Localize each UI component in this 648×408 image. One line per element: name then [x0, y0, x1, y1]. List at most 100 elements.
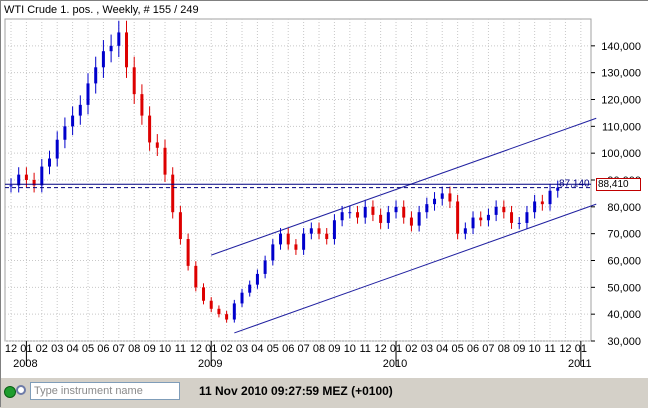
x-month-label: 06	[467, 343, 479, 355]
candle-body	[94, 67, 98, 84]
candle-body	[332, 220, 336, 240]
candle-body	[9, 185, 13, 187]
last-price-box: 88,410	[596, 178, 641, 192]
candle-body	[63, 126, 67, 140]
search-icon[interactable]	[16, 385, 26, 395]
candle-body	[386, 212, 390, 223]
y-tick-label: 30,000	[607, 336, 641, 348]
candle-body	[340, 212, 344, 221]
server-timestamp: 11 Nov 2010 09:27:59 MEZ (+0100)	[199, 384, 393, 398]
candle-body	[101, 51, 105, 68]
x-month-label: 06	[282, 343, 294, 355]
candle-body	[17, 174, 21, 186]
candle-body	[194, 265, 198, 288]
y-tick-label: 140,000	[601, 41, 641, 53]
y-tick-label: 110,000	[602, 121, 641, 133]
candle-body	[325, 233, 329, 240]
candle-body	[309, 228, 313, 234]
candle-body	[48, 158, 52, 167]
x-year-label: 2010	[383, 358, 407, 370]
candle-body	[379, 214, 383, 223]
candle-body	[371, 206, 375, 215]
y-tick-label: 130,000	[601, 68, 641, 80]
candle-body	[263, 260, 267, 274]
candle-body	[548, 190, 552, 205]
candle-body	[363, 206, 367, 218]
x-year-label: 2009	[198, 358, 222, 370]
candle-body	[24, 174, 28, 180]
trend-line	[234, 203, 597, 334]
candle-body	[86, 83, 90, 105]
candle-body	[348, 212, 352, 214]
candle-body	[248, 284, 252, 293]
candle-body	[71, 115, 75, 127]
candle-body	[448, 193, 452, 202]
candle-body	[440, 193, 444, 199]
candle-body	[125, 32, 129, 68]
x-month-label: 08	[498, 343, 510, 355]
x-month-label: 04	[66, 343, 78, 355]
candle-body	[525, 212, 529, 223]
x-month-label: 11	[544, 343, 555, 355]
x-month-label: 12	[5, 343, 17, 355]
x-month-label: 12	[559, 343, 571, 355]
candle-body	[271, 244, 275, 261]
x-month-label: 08	[128, 343, 140, 355]
x-month-label: 03	[421, 343, 433, 355]
connection-status-icon	[4, 386, 16, 398]
candle-body	[148, 115, 152, 143]
candle-body	[140, 94, 144, 116]
candlestick-chart[interactable]: 87,140 30,00040,00050,00060,00070,00080,…	[1, 1, 648, 377]
x-month-label: 03	[236, 343, 248, 355]
instrument-search-input[interactable]	[30, 382, 180, 400]
x-month-label: 10	[344, 343, 356, 355]
candle-body	[456, 201, 460, 234]
x-month-label: 05	[267, 343, 279, 355]
candle-body	[409, 217, 413, 226]
candle-body	[486, 214, 490, 221]
candle-body	[394, 206, 398, 213]
candle-body	[109, 45, 113, 52]
x-month-label: 06	[97, 343, 109, 355]
x-month-label: 09	[513, 343, 525, 355]
candle-body	[294, 244, 298, 250]
status-bar: 11 Nov 2010 09:27:59 MEZ (+0100)	[1, 377, 648, 408]
x-month-label: 04	[251, 343, 263, 355]
candle-body	[163, 147, 167, 175]
x-month-label: 07	[482, 343, 494, 355]
x-month-label: 09	[143, 343, 155, 355]
candle-body	[556, 187, 560, 191]
x-month-label: 07	[297, 343, 309, 355]
y-tick-label: 60,000	[607, 256, 641, 268]
y-tick-label: 100,000	[601, 148, 641, 160]
x-month-label: 02	[220, 343, 232, 355]
x-year-label: 2011	[568, 358, 592, 370]
candle-body	[502, 206, 506, 213]
candle-body	[209, 300, 213, 309]
y-tick-label: 80,000	[607, 202, 641, 214]
candle-body	[132, 67, 136, 95]
candle-body	[433, 198, 437, 205]
x-month-label: 03	[51, 343, 63, 355]
x-month-label: 02	[405, 343, 417, 355]
y-tick-label: 120,000	[601, 95, 641, 107]
candle-body	[533, 201, 537, 213]
candle-body	[155, 142, 159, 148]
x-month-label: 08	[313, 343, 325, 355]
x-month-label: 10	[529, 343, 541, 355]
x-month-label: 12	[375, 343, 387, 355]
candle-body	[171, 174, 175, 213]
candle-body	[286, 233, 290, 245]
candle-body	[78, 104, 82, 116]
candle-body	[463, 228, 467, 234]
candle-body	[178, 212, 182, 240]
candle-body	[471, 217, 475, 229]
x-month-label: 10	[159, 343, 171, 355]
x-month-label: 11	[360, 343, 371, 355]
candle-body	[240, 292, 244, 304]
candle-body	[356, 212, 360, 218]
y-tick-label: 50,000	[607, 282, 641, 294]
x-month-label: 07	[113, 343, 125, 355]
candle-body	[255, 273, 259, 285]
